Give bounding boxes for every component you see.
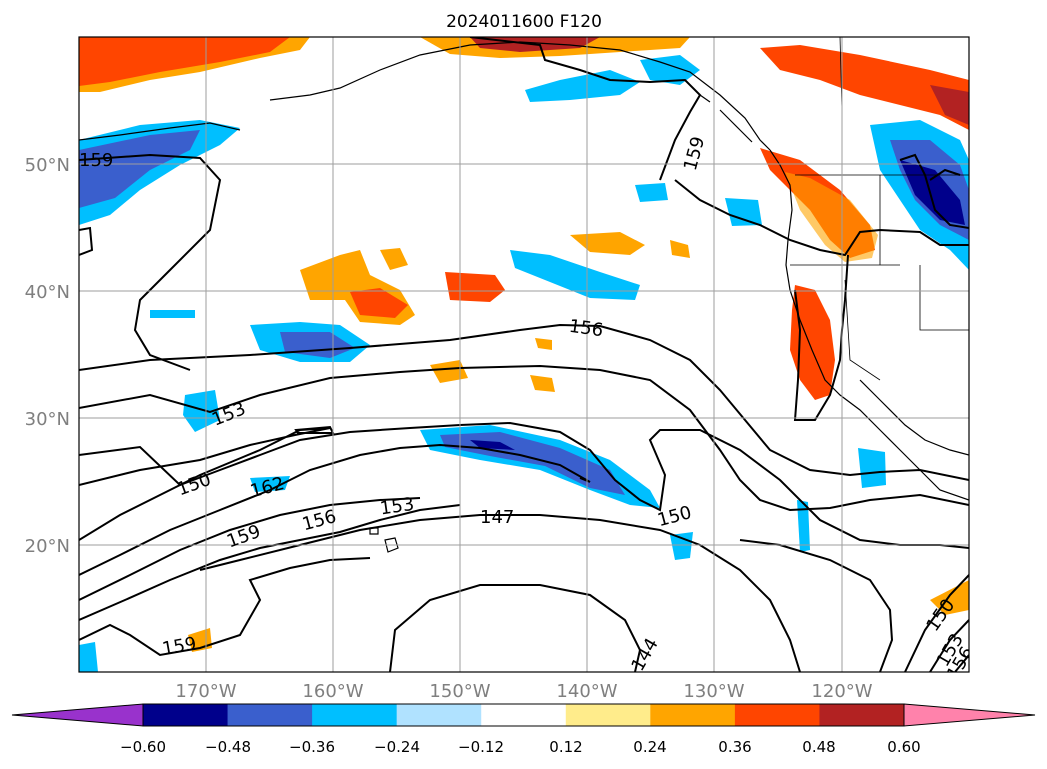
contour-pnw-loop [899,153,969,229]
contour-150 [79,421,969,549]
lat-label-40n: 40°N [25,282,70,303]
warm-fill-se [930,580,969,615]
colorbar-tick: 0.60 [887,738,920,756]
cool-fill-small5 [797,500,810,552]
contour-se-corner [904,574,969,672]
colorbar-extend-high [903,703,1036,727]
lon-label-130w: 130°W [683,681,744,702]
coastlines [79,41,969,553]
colorbar-tick: −0.12 [458,738,504,756]
colorbar-tick: −0.36 [289,738,335,756]
coast-baja [859,379,969,456]
contour-147 [199,514,801,672]
colorbar-segment [565,704,651,726]
gridlines [79,37,969,672]
warm-fill-small4 [530,375,555,392]
warm-fill-canada-core [930,85,969,125]
colorbar-extend-low [11,703,144,727]
map-panel: 159 159 156 153 150 162 156 153 147 150 … [78,36,970,673]
cool-fill-small1 [635,183,668,202]
warm-fill-mid3 [570,232,645,255]
contour-144 [389,584,642,672]
border-states-1 [790,175,969,381]
colorbar-segment [481,704,567,726]
cool-fill-small7 [250,476,290,492]
cool-fill-gulf [525,70,640,102]
colorbar-segments [143,704,905,726]
warm-fill-small2 [670,240,690,258]
warm-fill-nw-core [79,37,290,86]
colorbar-tick-labels: −0.60 −0.48 −0.36 −0.24 −0.12 0.12 0.24 … [120,738,921,756]
cool-fill-small3 [858,448,886,488]
warm-fill-mid1-core [350,288,408,318]
warm-fill-small1 [380,248,408,270]
cool-fill-small4 [670,532,693,560]
contour-label: 153 [379,494,416,520]
contour-label: 159 [79,150,113,171]
contour-150-west [79,557,371,657]
warm-fill-calif [790,285,835,400]
cool-fill-gulf2 [640,55,700,85]
colorbar-segment [650,704,736,726]
contour-west-coast-loop [793,254,849,421]
coast-bc-islands [699,94,753,143]
cool-fill-west-core [79,130,200,208]
colorbar-tick: 0.48 [802,738,835,756]
colorbar-segment [396,704,482,726]
colorbar-segment [312,704,398,726]
colorbar-segment [143,704,229,726]
cool-fill-band1 [510,250,640,300]
cool-fill-hawaii-w [183,390,220,432]
cool-fill-small6 [150,310,195,318]
lon-label-140w: 140°W [556,681,617,702]
contour-159-north [79,153,222,371]
height-contours [79,37,969,672]
colorbar-segment [227,704,313,726]
negative-anomaly-fills [79,55,969,672]
warm-fill-small3 [430,360,468,383]
colorbar-segment [819,704,905,726]
contour-153-sw [79,504,461,621]
map-frame [78,36,970,673]
colorbar-tick: 0.12 [549,738,582,756]
lat-label-50n: 50°N [25,155,70,176]
coast-alaska [79,41,771,151]
colorbar-segment [734,704,820,726]
latitude-labels: 20°N 30°N 40°N 50°N [25,155,70,557]
contour-156-sw [79,497,421,601]
colorbar-frame [142,703,905,727]
lat-label-20n: 20°N [25,536,70,557]
colorbar: −0.60 −0.48 −0.36 −0.24 −0.12 0.12 0.24 … [11,703,1036,756]
colorbar-tick: 0.36 [718,738,751,756]
coast-westcoast [769,149,969,501]
colorbar-tick: −0.24 [374,738,420,756]
colorbar-tick: −0.48 [205,738,251,756]
warm-fill-small5 [535,338,552,350]
contour-159-mid [469,37,702,181]
cool-fill-east-deep [900,160,965,225]
contour-trough-east [674,179,969,257]
contour-159-sw [79,443,591,576]
lon-label-150w: 150°W [429,681,490,702]
colorbar-tick: −0.60 [120,738,166,756]
contour-label: 147 [480,507,514,528]
cool-fill-small8 [79,642,98,672]
warm-fill-canada [760,45,969,130]
lat-label-30n: 30°N [25,409,70,430]
cool-fill-small2 [725,198,762,226]
map-title: 2024011600 F120 [446,12,602,32]
contour-label: 156 [568,316,605,342]
lon-label-170w: 170°W [175,681,236,702]
lon-label-120w: 120°W [811,681,872,702]
lon-label-160w: 160°W [302,681,363,702]
contour-153 [79,364,969,512]
colorbar-tick: 0.24 [633,738,666,756]
longitude-labels: 170°W 160°W 150°W 140°W 130°W 120°W [175,681,872,702]
